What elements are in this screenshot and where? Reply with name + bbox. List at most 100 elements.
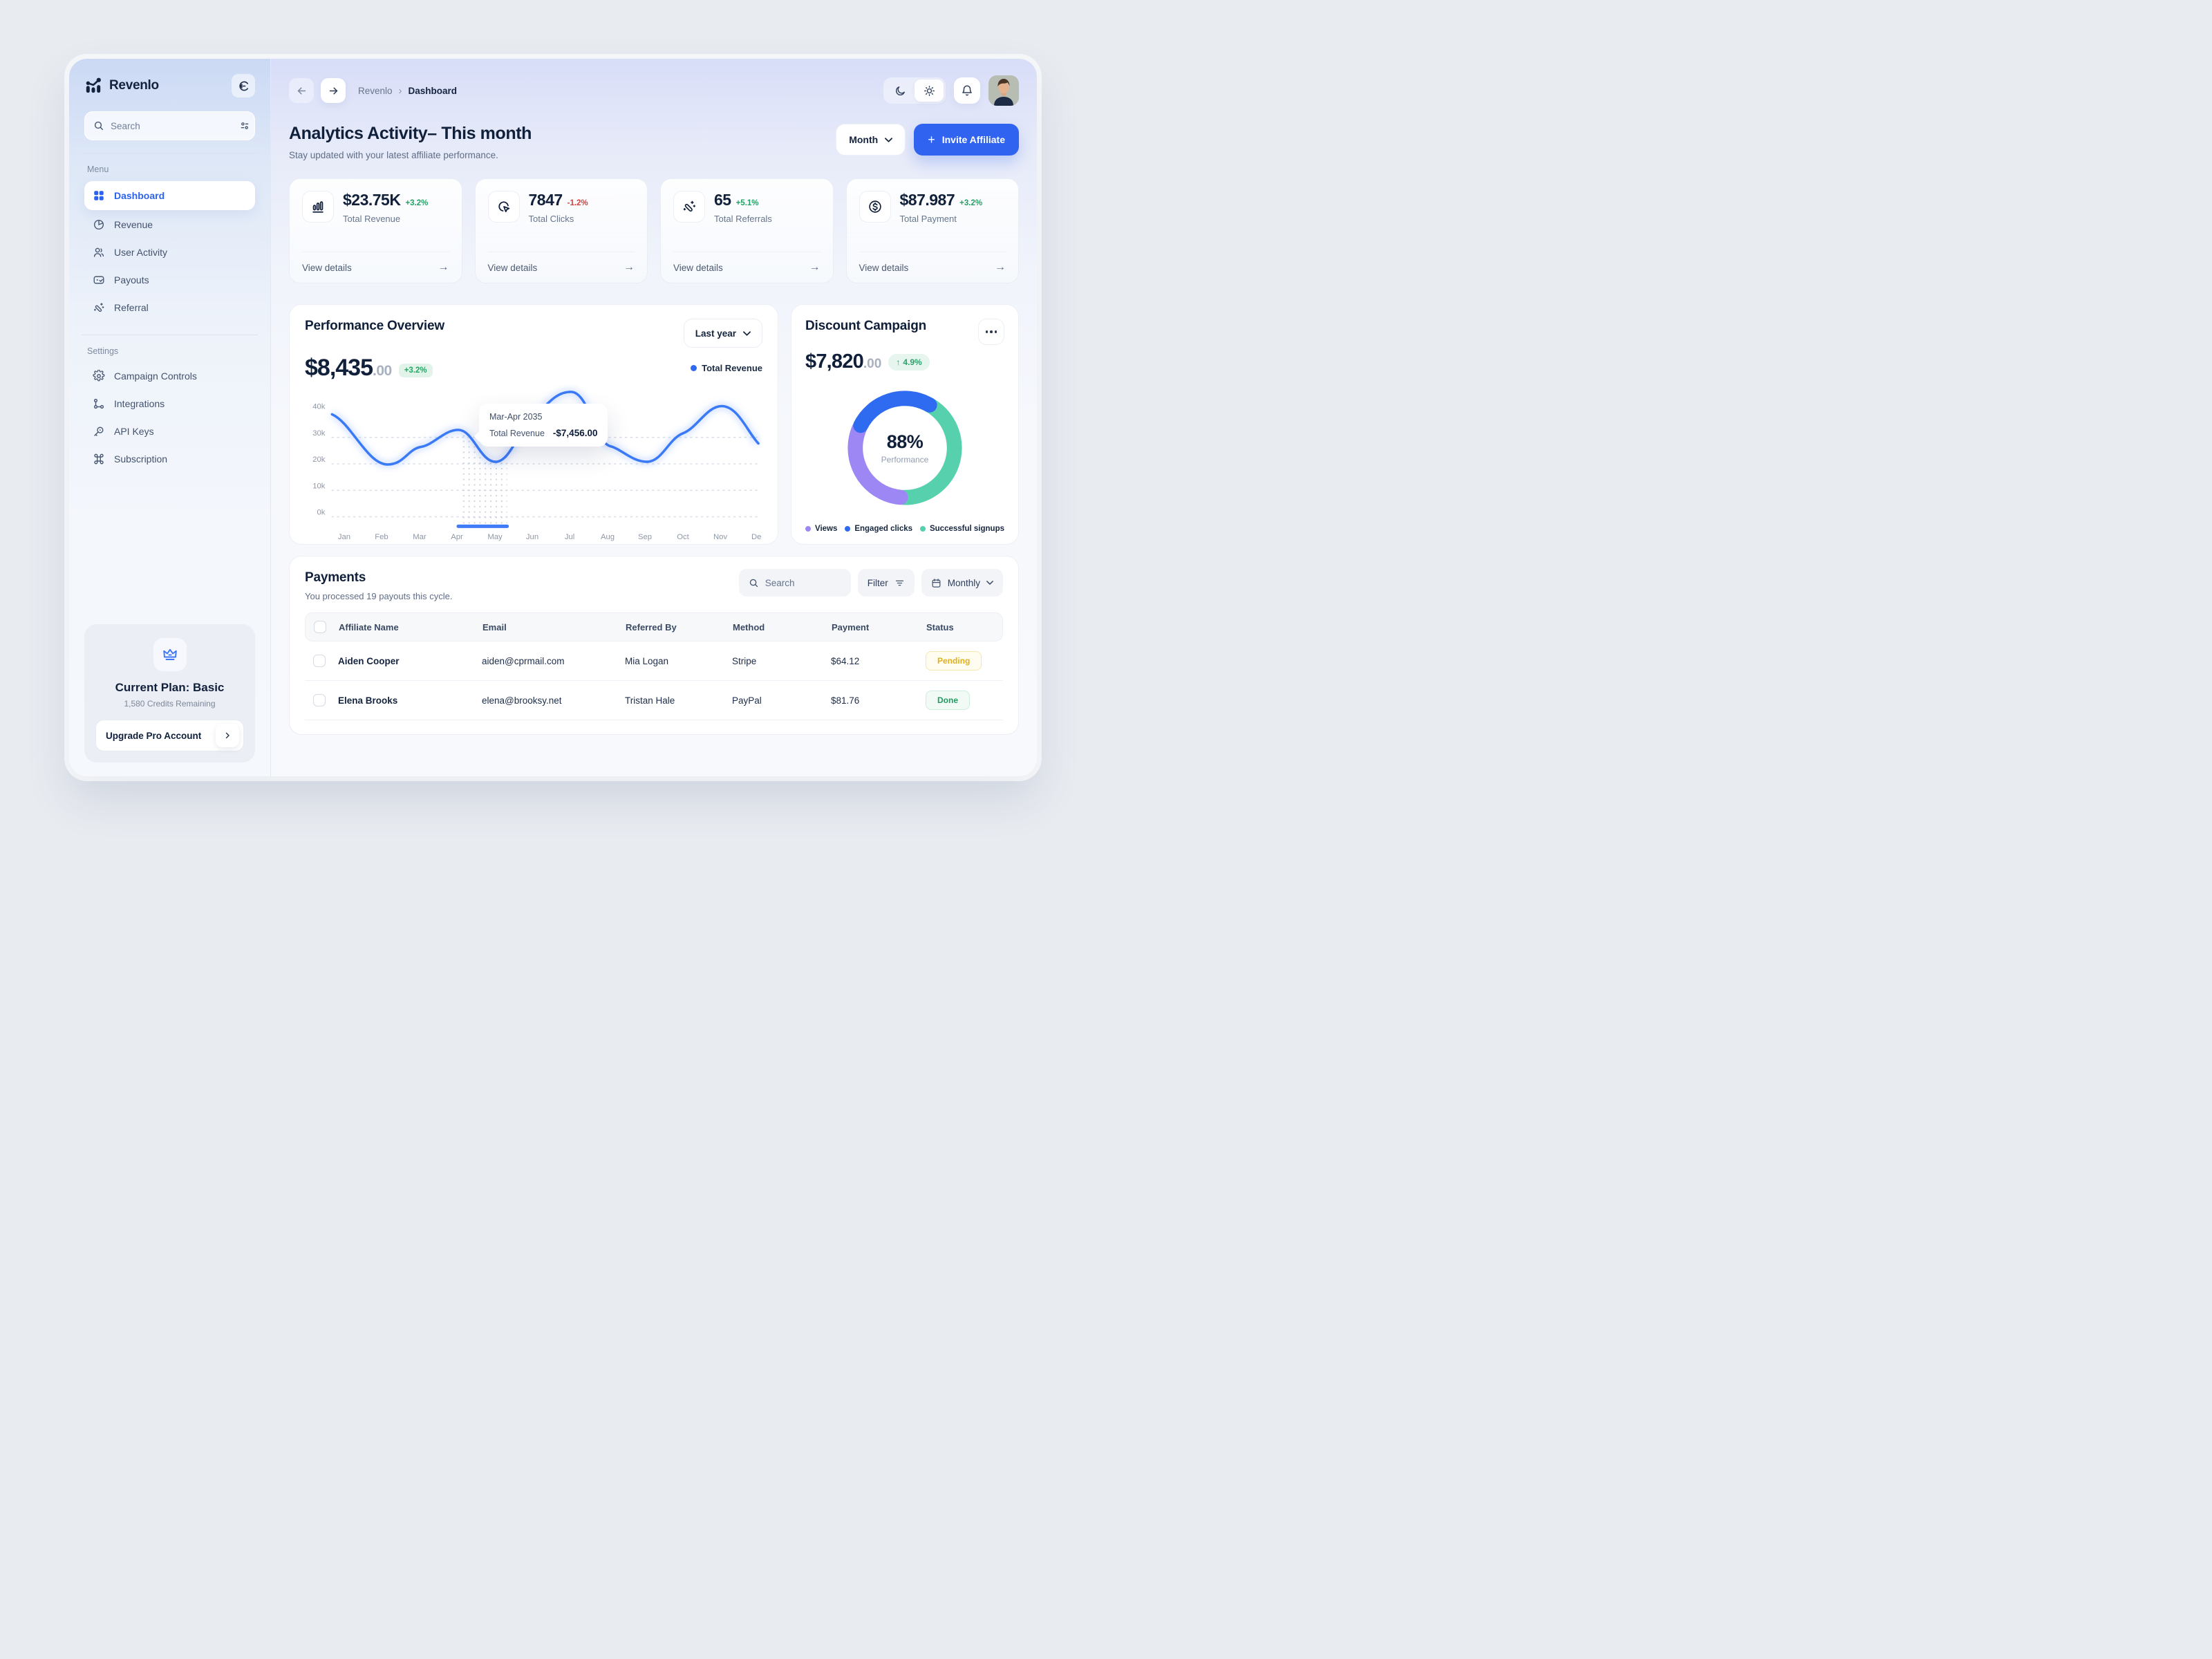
brand-name: Revenlo — [109, 78, 159, 93]
arrow-right-icon: → — [624, 261, 635, 273]
magic-wand-icon — [93, 301, 105, 314]
svg-text:0k: 0k — [317, 509, 326, 517]
performance-overview-card: Performance Overview Last year $8,435.00… — [289, 304, 778, 545]
search-settings-icon[interactable] — [239, 120, 250, 131]
sidebar-item-dashboard[interactable]: Dashboard — [84, 181, 255, 210]
sidebar-item-label: Campaign Controls — [114, 371, 197, 382]
more-options-button[interactable] — [978, 319, 1004, 345]
performance-cents: .00 — [373, 363, 392, 379]
chevron-right-icon — [216, 724, 239, 747]
svg-text:10k: 10k — [312, 482, 326, 490]
performance-title: Performance Overview — [305, 319, 444, 333]
light-mode-button[interactable] — [915, 79, 944, 102]
svg-text:Jan: Jan — [338, 533, 350, 541]
stat-delta: +3.2% — [959, 199, 983, 207]
forward-button[interactable] — [321, 78, 346, 103]
plan-credits: 1,580 Credits Remaining — [124, 699, 216, 709]
cell-payment: $64.12 — [831, 655, 860, 666]
grid-icon — [93, 189, 105, 202]
arrow-right-icon: → — [809, 261, 821, 273]
topbar: Revenlo › Dashboard — [289, 75, 1019, 106]
breadcrumb-separator: › — [398, 84, 402, 97]
sidebar-item-integrations[interactable]: Integrations — [84, 391, 255, 417]
settings-section-label: Settings — [87, 346, 119, 356]
plan-title: Current Plan: Basic — [115, 681, 225, 694]
stat-card-total-revenue: $23.75K +3.2% Total Revenue View details… — [289, 178, 462, 283]
cell-payment: $81.76 — [831, 695, 860, 706]
chevron-down-icon — [885, 137, 893, 142]
svg-text:May: May — [487, 533, 503, 541]
dollar-circle-icon — [859, 191, 891, 223]
upgrade-button[interactable]: Upgrade Pro Account — [95, 720, 244, 751]
app-window: Revenlo Menu — [69, 59, 1037, 776]
breadcrumb-root[interactable]: Revenlo — [358, 85, 393, 96]
svg-text:Aug: Aug — [601, 533, 615, 541]
cell-method: Stripe — [732, 655, 757, 666]
upgrade-button-label: Upgrade Pro Account — [106, 730, 202, 741]
sidebar-item-label: Subscription — [114, 453, 168, 465]
invite-affiliate-button[interactable]: + Invite Affiliate — [914, 124, 1019, 156]
page-actions: Month + Invite Affiliate — [836, 124, 1019, 156]
donut-center-value: 88% — [886, 431, 924, 452]
payments-search-input[interactable] — [765, 577, 841, 588]
sidebar-item-referral[interactable]: Referral — [84, 294, 255, 321]
view-details-link[interactable]: View details → — [859, 261, 1006, 273]
search-icon — [93, 120, 104, 131]
column-header: Payment — [832, 621, 870, 632]
back-button[interactable] — [289, 78, 314, 103]
sidebar-item-user-activity[interactable]: User Activity — [84, 239, 255, 265]
svg-text:Feb: Feb — [375, 533, 388, 541]
sidebar-item-label: Payouts — [114, 274, 149, 285]
donut-chart: 88% Performance — [838, 382, 971, 514]
column-header: Status — [926, 621, 954, 632]
payments-search[interactable] — [738, 569, 851, 597]
avatar[interactable] — [988, 75, 1019, 106]
sidebar-item-revenue[interactable]: Revenue — [84, 212, 255, 238]
brand-logo-icon — [84, 77, 102, 95]
dark-mode-button[interactable] — [885, 79, 915, 102]
stats-row: $23.75K +3.2% Total Revenue View details… — [289, 178, 1019, 283]
row-checkbox[interactable] — [313, 655, 326, 667]
svg-text:Jul: Jul — [565, 533, 574, 541]
view-details-link[interactable]: View details → — [673, 261, 821, 273]
stat-value: $23.75K — [343, 191, 401, 209]
svg-text:Mar: Mar — [413, 533, 427, 541]
range-dropdown[interactable]: Last year — [683, 319, 762, 348]
svg-text:20k: 20k — [312, 456, 326, 464]
monthly-dropdown[interactable]: Monthly — [921, 569, 1003, 597]
row-checkbox[interactable] — [313, 694, 326, 706]
sidebar-item-payouts[interactable]: Payouts — [84, 267, 255, 293]
payout-card-icon — [93, 274, 105, 286]
logout-icon — [238, 80, 250, 92]
sidebar-item-subscription[interactable]: Subscription — [84, 446, 255, 472]
stat-delta: +5.1% — [735, 199, 759, 207]
sidebar-search[interactable] — [84, 111, 255, 140]
table-row[interactable]: Aiden Cooper aiden@cprmail.com Mia Logan… — [305, 641, 1003, 681]
payments-card: Payments You processed 19 payouts this c… — [289, 556, 1019, 735]
filter-button[interactable]: Filter — [857, 569, 915, 597]
column-header: Email — [482, 621, 507, 632]
cell-email: elena@brooksy.net — [482, 695, 562, 706]
svg-text:Oct: Oct — [677, 533, 689, 541]
sidebar-item-api-keys[interactable]: API Keys — [84, 418, 255, 444]
sidebar-item-campaign-controls[interactable]: Campaign Controls — [84, 363, 255, 389]
month-dropdown[interactable]: Month — [836, 124, 906, 156]
gear-icon — [93, 370, 105, 382]
search-input[interactable] — [111, 120, 233, 131]
payments-controls: Filter Monthly — [738, 569, 1003, 597]
breadcrumb-current: Dashboard — [408, 85, 458, 96]
select-all-checkbox[interactable] — [314, 621, 326, 633]
stat-label: Total Payment — [899, 214, 957, 224]
payments-subtitle: You processed 19 payouts this cycle. — [305, 591, 453, 601]
notifications-button[interactable] — [954, 77, 980, 104]
view-details-link[interactable]: View details → — [302, 261, 449, 273]
table-row[interactable]: Elena Brooks elena@brooksy.net Tristan H… — [305, 681, 1003, 720]
command-icon — [93, 453, 105, 465]
sidebar-item-label: Revenue — [114, 219, 153, 230]
collapse-sidebar-button[interactable] — [232, 74, 255, 97]
discount-campaign-card: Discount Campaign $7,820.00 ↑ 4.9% — [791, 304, 1019, 545]
middle-row: Performance Overview Last year $8,435.00… — [289, 304, 1019, 545]
view-details-link[interactable]: View details → — [487, 261, 635, 273]
pie-chart-icon — [93, 218, 105, 231]
svg-text:Apr: Apr — [451, 533, 463, 541]
